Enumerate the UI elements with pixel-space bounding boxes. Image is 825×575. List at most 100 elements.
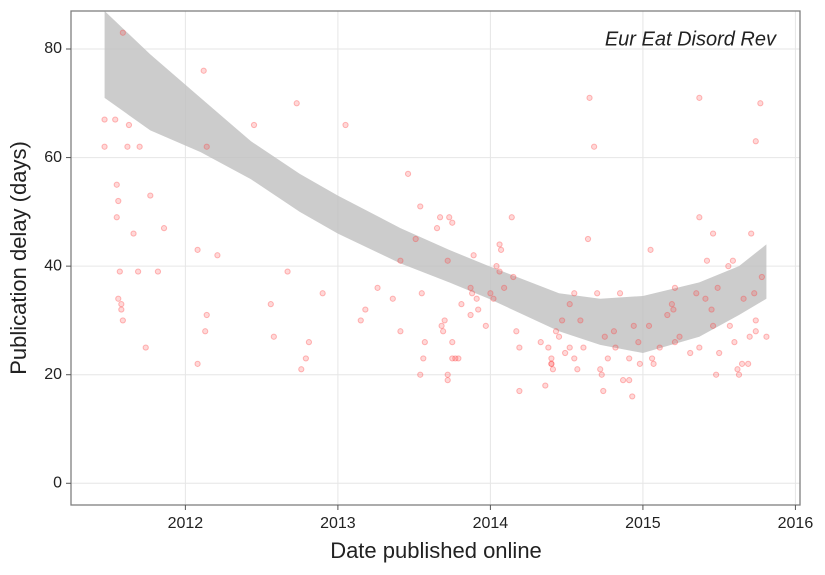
- point: [319, 290, 326, 297]
- point: [154, 268, 162, 275]
- point: [552, 328, 560, 335]
- point: [467, 311, 474, 319]
- annotation: Eur Eat Disord Rev: [605, 28, 777, 50]
- point: [548, 360, 555, 367]
- point: [438, 322, 445, 329]
- point: [577, 317, 584, 324]
- point: [293, 100, 300, 107]
- point: [752, 317, 759, 324]
- point: [558, 317, 566, 324]
- point: [473, 295, 480, 302]
- point: [397, 257, 404, 264]
- point: [496, 268, 503, 275]
- y-tick-label: 60: [44, 149, 62, 166]
- point: [571, 355, 578, 362]
- point: [752, 328, 759, 335]
- point: [501, 284, 508, 291]
- point: [650, 360, 657, 367]
- point: [763, 333, 770, 340]
- point: [119, 29, 126, 36]
- point: [566, 344, 573, 351]
- point: [115, 197, 122, 205]
- point: [516, 344, 523, 351]
- point: [734, 366, 741, 373]
- point: [444, 377, 451, 384]
- point: [113, 214, 120, 221]
- point: [687, 349, 694, 357]
- point: [135, 268, 142, 275]
- point: [696, 344, 703, 351]
- point: [751, 290, 758, 297]
- point: [441, 317, 448, 324]
- point: [125, 121, 133, 129]
- point: [136, 143, 143, 150]
- point: [250, 121, 258, 129]
- point: [270, 333, 277, 340]
- point: [433, 225, 441, 232]
- point: [709, 322, 717, 329]
- point: [160, 225, 168, 232]
- point: [716, 349, 723, 357]
- point: [580, 344, 587, 351]
- point: [417, 203, 424, 210]
- point: [566, 301, 573, 308]
- point: [656, 344, 663, 351]
- point: [555, 333, 563, 340]
- y-tick-label: 80: [44, 40, 62, 57]
- point: [594, 290, 601, 297]
- point: [612, 344, 619, 351]
- point: [118, 301, 125, 308]
- point: [267, 301, 274, 308]
- x-tick-label: 2015: [625, 515, 661, 532]
- point: [548, 355, 555, 362]
- point: [619, 377, 627, 384]
- point: [490, 295, 497, 302]
- point: [571, 290, 578, 297]
- point: [203, 143, 210, 150]
- point: [636, 360, 643, 367]
- point: [648, 355, 656, 362]
- point: [726, 322, 733, 329]
- point: [436, 214, 444, 221]
- y-tick-label: 20: [44, 366, 62, 383]
- point: [362, 306, 369, 313]
- point: [200, 67, 207, 74]
- point: [513, 328, 520, 335]
- point: [545, 344, 552, 351]
- point: [342, 121, 349, 129]
- point: [731, 339, 738, 346]
- point: [664, 311, 671, 319]
- point: [496, 241, 503, 248]
- point: [629, 393, 636, 400]
- point: [725, 263, 732, 270]
- point: [444, 371, 451, 378]
- y-tick-label: 0: [53, 475, 62, 492]
- point: [713, 371, 720, 378]
- point: [449, 355, 456, 362]
- point: [298, 366, 305, 373]
- point: [194, 360, 201, 367]
- point: [469, 290, 476, 297]
- point: [113, 181, 120, 188]
- point: [452, 355, 459, 362]
- point: [671, 339, 679, 346]
- point: [729, 257, 736, 264]
- point: [482, 322, 489, 329]
- point: [537, 339, 544, 346]
- plot-border: [70, 10, 801, 506]
- point: [412, 235, 419, 243]
- point: [574, 366, 581, 373]
- point: [610, 328, 618, 335]
- point: [475, 306, 482, 313]
- point: [702, 295, 709, 302]
- point: [147, 192, 154, 199]
- point: [444, 257, 451, 264]
- point: [449, 219, 456, 226]
- point: [735, 371, 743, 378]
- point: [542, 382, 549, 389]
- point: [440, 328, 447, 335]
- point: [455, 355, 462, 362]
- point: [497, 246, 505, 253]
- point: [508, 214, 515, 221]
